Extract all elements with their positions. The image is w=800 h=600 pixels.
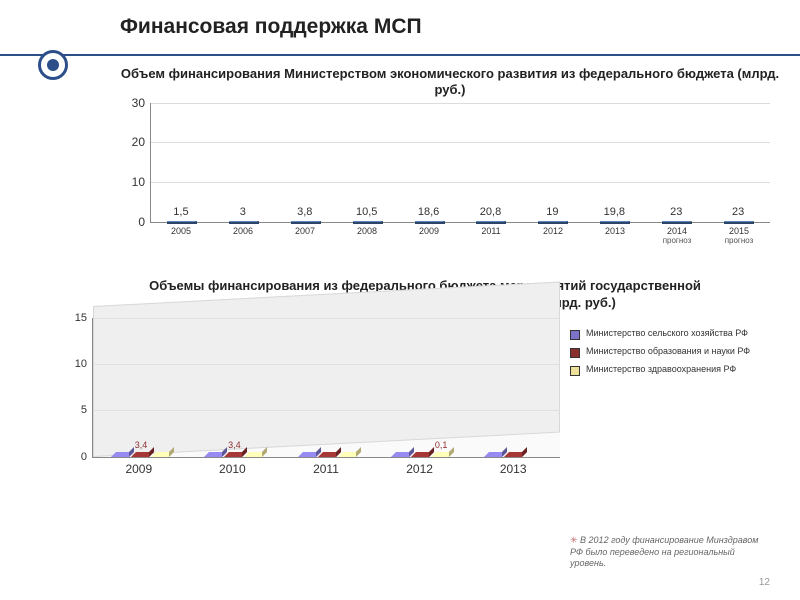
chart-1-value-label: 3	[240, 206, 246, 218]
legend-item: Министерство здравоохранения РФ	[570, 364, 790, 376]
chart-2-xlabel: 2012	[373, 458, 467, 476]
chart-1-bar: 10,5	[353, 221, 383, 222]
chart-1-bar: 20,8	[476, 221, 506, 222]
chart-1-xlabel: 2013	[584, 223, 646, 245]
chart-1-xlabel: 2007	[274, 223, 336, 245]
chart-2-ytick: 10	[65, 358, 87, 370]
chart-1-bar: 19	[538, 221, 568, 222]
legend-label: Министерство здравоохранения РФ	[586, 364, 736, 374]
chart-1-value-label: 20,8	[480, 206, 501, 218]
chart-1-bar: 23	[662, 221, 692, 222]
decor-dot	[47, 59, 59, 71]
chart-1-xlabel: 2008	[336, 223, 398, 245]
chart-1-ytick: 20	[121, 135, 145, 149]
chart-2-ytick: 15	[65, 312, 87, 324]
legend-swatch	[570, 348, 580, 358]
chart-1-xlabel: 2006	[212, 223, 274, 245]
chart-1-title: Объем финансирования Министерством эконо…	[120, 66, 780, 99]
chart-1-value-label: 18,6	[418, 206, 439, 218]
chart-2-value-label: 3,4	[135, 440, 148, 450]
chart-2-value-label: 0,1	[435, 440, 448, 450]
chart-1-bar: 3,8	[291, 221, 321, 222]
chart-2-xlabel: 2010	[186, 458, 280, 476]
chart-1-value-label: 3,8	[297, 206, 312, 218]
chart-1: Объем финансирования Министерством эконо…	[120, 66, 780, 261]
chart-1-bar: 3	[229, 221, 259, 222]
chart-1-bar: 23	[724, 221, 754, 222]
chart-1-xlabel: 2015прогноз	[708, 223, 770, 245]
page-number: 12	[759, 577, 770, 588]
chart-1-xlabel: 2012	[522, 223, 584, 245]
chart-1-xlabel: 2011	[460, 223, 522, 245]
chart-1-ytick: 0	[121, 215, 145, 229]
chart-1-value-label: 10,5	[356, 206, 377, 218]
legend-label: Министерство сельского хозяйства РФ	[586, 328, 748, 338]
chart-1-value-label: 23	[732, 206, 744, 218]
chart-1-value-label: 19,8	[604, 206, 625, 218]
chart-2-value-label: 3,4	[228, 440, 241, 450]
chart-1-xlabel: 2014прогноз	[646, 223, 708, 245]
chart-1-bar: 1,5	[167, 221, 197, 222]
chart-1-plot: 1,533,810,518,620,81919,82323 0102030	[150, 103, 770, 223]
chart-2: Объемы финансирования из федерального бю…	[60, 278, 790, 578]
legend-item: Министерство сельского хозяйства РФ	[570, 328, 790, 340]
legend-swatch	[570, 366, 580, 376]
chart-1-xlabel: 2005	[150, 223, 212, 245]
legend-item: Министерство образования и науки РФ	[570, 346, 790, 358]
chart-1-value-label: 19	[546, 206, 558, 218]
page-title: Финансовая поддержка МСП	[120, 15, 422, 39]
legend-swatch	[570, 330, 580, 340]
chart-2-xlabel: 2013	[466, 458, 560, 476]
chart-1-bar: 19,8	[600, 221, 630, 222]
chart-2-ytick: 5	[65, 404, 87, 416]
footnote: В 2012 году финансирование Минздравом РФ…	[570, 535, 770, 570]
chart-1-bar: 18,6	[415, 221, 445, 222]
chart-2-ytick: 0	[65, 451, 87, 463]
chart-1-ytick: 30	[121, 96, 145, 110]
chart-2-legend: Министерство сельского хозяйства РФ Минис…	[570, 318, 790, 382]
chart-1-value-label: 1,5	[173, 206, 188, 218]
legend-label: Министерство образования и науки РФ	[586, 346, 750, 356]
chart-1-ytick: 10	[121, 175, 145, 189]
chart-1-xlabel: 2009	[398, 223, 460, 245]
chart-2-plot: 3,43,40,1 051015	[92, 318, 560, 458]
chart-1-value-label: 23	[670, 206, 682, 218]
chart-2-xlabel: 2009	[92, 458, 186, 476]
chart-2-xlabel: 2011	[279, 458, 373, 476]
